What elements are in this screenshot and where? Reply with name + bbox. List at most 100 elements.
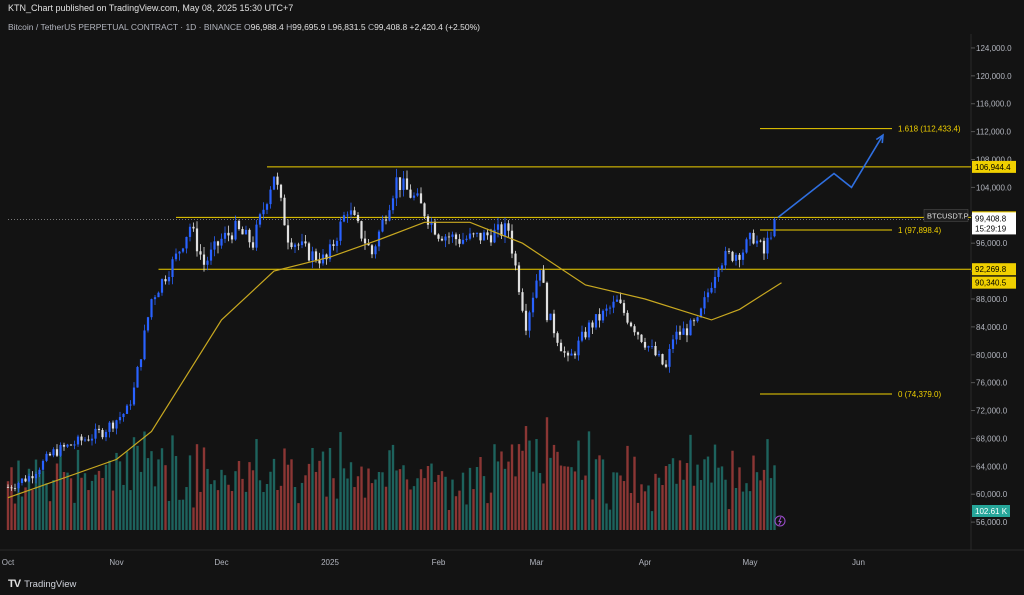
y-tick-label: 68,000.0: [976, 434, 1008, 443]
candle-body: [265, 204, 269, 210]
candle-body: [629, 322, 633, 327]
volume-bar: [129, 490, 132, 530]
volume-bar: [563, 466, 566, 530]
candle-body: [31, 476, 34, 479]
y-tick-label: 96,000.0: [976, 239, 1008, 248]
candle-body: [6, 487, 10, 489]
candle-body: [626, 312, 629, 323]
close-value: 99,408.8: [374, 22, 408, 32]
volume-bar: [689, 434, 692, 530]
candle-body: [496, 224, 500, 230]
candle-body: [773, 219, 776, 237]
volume-bar: [598, 455, 601, 530]
candle-body: [307, 243, 311, 261]
volume-bar: [752, 455, 755, 530]
candle-body: [535, 280, 538, 298]
volume-bar: [297, 503, 300, 530]
candle-body: [769, 237, 773, 239]
volume-bar: [146, 458, 150, 530]
candle-body: [517, 265, 521, 293]
volume-bar: [552, 444, 556, 530]
volume-bar: [454, 496, 458, 530]
candle-body: [587, 322, 591, 338]
candle-body: [409, 189, 412, 198]
candle-body: [731, 251, 734, 261]
candle-body: [304, 241, 307, 244]
volume-bar: [668, 464, 671, 530]
volume-bar: [472, 489, 475, 530]
candle-body: [584, 331, 587, 338]
volume-bar: [125, 451, 129, 530]
volume-bar: [272, 458, 276, 530]
volume-bar: [290, 459, 293, 530]
candle-body: [573, 353, 577, 356]
candle-body: [447, 236, 451, 238]
volume-bar: [461, 472, 465, 530]
volume-bar: [234, 471, 237, 530]
candle-body: [416, 193, 419, 196]
volume-bar: [437, 474, 440, 530]
candle-body: [552, 313, 556, 334]
volume-bar: [300, 482, 304, 530]
candle-body: [465, 238, 468, 240]
candle-body: [545, 282, 549, 321]
tradingview-logo: TV TradingView: [8, 578, 76, 590]
candle-body: [650, 345, 654, 347]
lightning-icon: [778, 516, 782, 526]
volume-bar: [731, 450, 734, 530]
volume-bar: [475, 467, 479, 530]
volume-bar: [675, 483, 678, 530]
volume-bar: [423, 478, 426, 530]
symbol-title: Bitcoin / TetherUS PERPETUAL CONTRACT · …: [8, 22, 242, 32]
candle-body: [703, 297, 706, 309]
tradingview-wordmark: TradingView: [24, 578, 77, 590]
candle-body: [167, 276, 171, 282]
candle-body: [363, 238, 367, 244]
volume-tag-label: 102.61 K: [975, 507, 1008, 516]
candle-body: [150, 299, 153, 318]
price-axis-tag: [972, 276, 1016, 289]
candle-body: [41, 460, 45, 470]
volume-bar: [699, 479, 703, 530]
volume-bar: [671, 458, 675, 530]
candle-body: [685, 328, 689, 336]
volume-bar: [367, 468, 370, 530]
y-tick-label: 88,000.0: [976, 295, 1008, 304]
candle-body: [118, 417, 122, 421]
volume-bar: [87, 490, 90, 530]
volume-bar: [622, 481, 626, 530]
volume-bar: [349, 462, 353, 530]
candle-body: [192, 226, 195, 229]
candle-body: [318, 260, 321, 264]
candle-body: [678, 331, 682, 335]
volume-bar: [496, 461, 500, 530]
candle-body: [181, 248, 185, 252]
candle-body: [90, 438, 94, 441]
volume-bar: [262, 492, 265, 530]
volume-bar: [318, 460, 321, 530]
volume-bar: [388, 450, 391, 530]
volume-bar: [342, 468, 346, 530]
candle-body: [381, 219, 384, 232]
candle-body: [97, 428, 101, 430]
candle-body: [73, 444, 76, 446]
candle-body: [549, 313, 552, 321]
price-axis-tag: [972, 263, 1016, 276]
candle-body: [34, 474, 38, 479]
candle-body: [349, 210, 353, 215]
candle-body: [45, 453, 48, 461]
candle-body: [640, 334, 643, 342]
volume-bar: [482, 476, 486, 530]
price-axis-tag-label: 92,269.8: [975, 265, 1007, 274]
candle-body: [528, 312, 531, 331]
candle-body: [594, 314, 598, 328]
candle-body: [377, 231, 381, 247]
volume-bar: [720, 466, 724, 530]
volume-bar: [577, 440, 580, 530]
volume-bar: [762, 469, 766, 530]
volume-bar: [734, 487, 738, 530]
candle-body: [206, 260, 209, 265]
volume-bar: [412, 486, 416, 530]
volume-bar: [339, 432, 342, 530]
